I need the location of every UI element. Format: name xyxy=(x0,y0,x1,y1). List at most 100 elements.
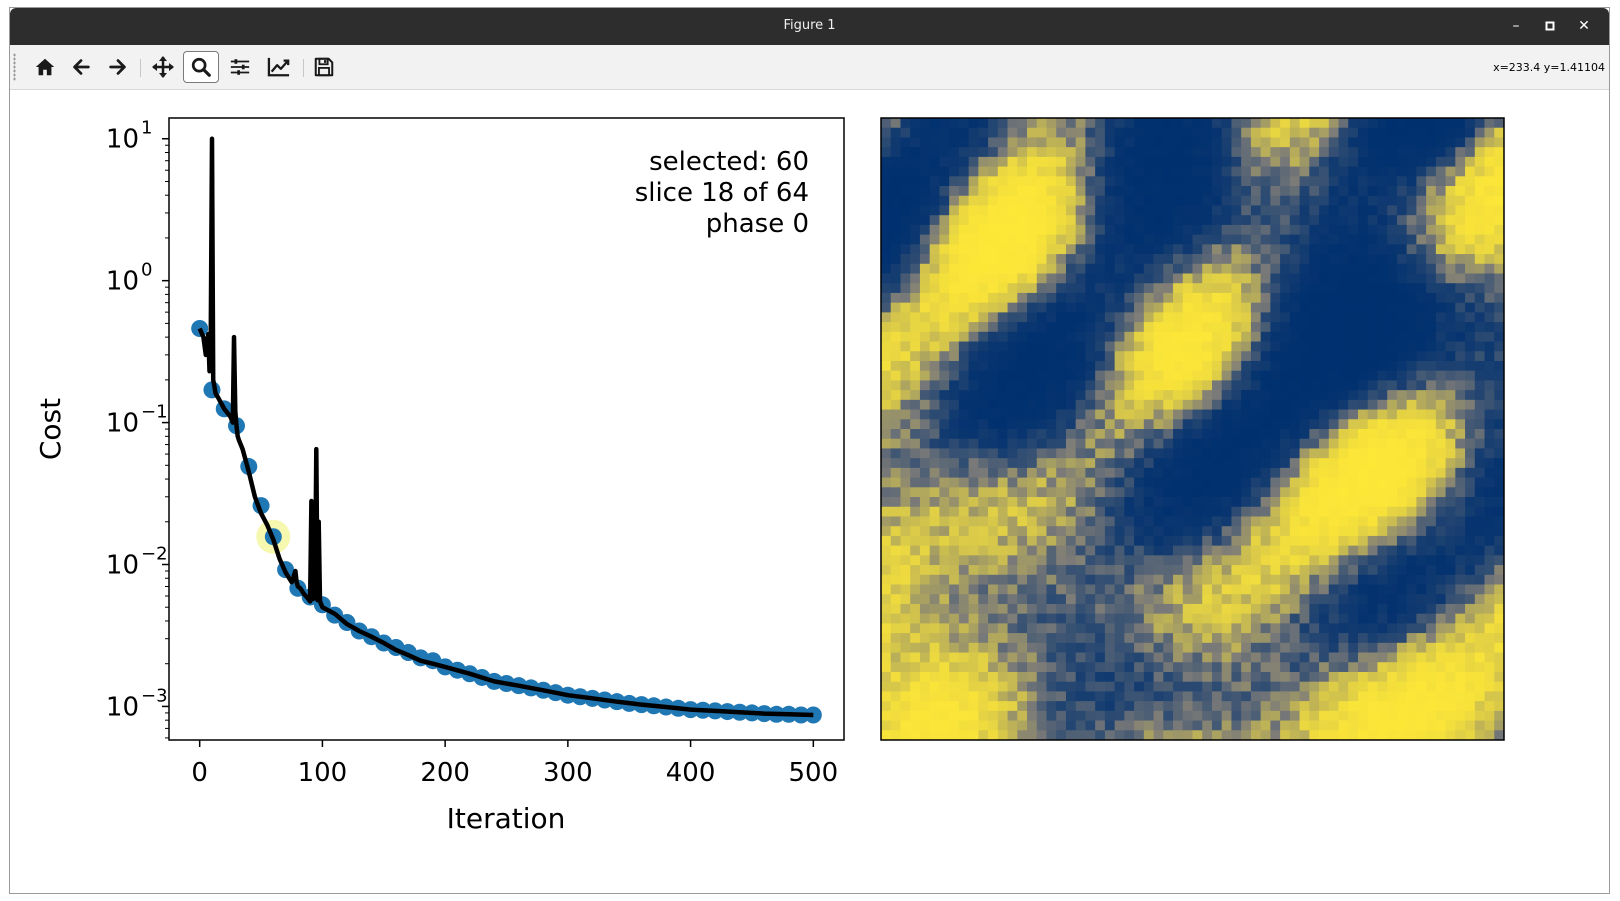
heatmap-cell xyxy=(1056,127,1067,138)
close-button[interactable]: ✕ xyxy=(1578,18,1590,34)
heatmap-cell xyxy=(1299,671,1310,683)
heatmap-cell xyxy=(881,176,892,187)
heatmap-cell xyxy=(1445,487,1456,498)
heatmap-cell xyxy=(1319,118,1330,129)
heatmap-cell xyxy=(1377,166,1388,177)
heatmap-cell xyxy=(919,419,931,430)
heatmap-cell xyxy=(1465,254,1476,265)
heatmap-cell xyxy=(910,438,921,449)
heatmap-cell xyxy=(1221,574,1232,585)
slice-image[interactable] xyxy=(880,117,1505,741)
heatmap-cell xyxy=(890,730,901,741)
heatmap-cell xyxy=(1396,195,1408,206)
heatmap-cell xyxy=(1017,399,1028,410)
heatmap-cell xyxy=(1153,720,1164,731)
zoom-button[interactable] xyxy=(183,51,219,83)
heatmap-cell xyxy=(1270,302,1281,313)
heatmap-cell xyxy=(1319,215,1330,226)
heatmap-cell xyxy=(929,429,940,440)
heatmap-cell xyxy=(1416,156,1427,167)
heatmap-cell xyxy=(1241,720,1252,731)
heatmap-cell xyxy=(929,419,940,430)
heatmap-cell xyxy=(1095,351,1106,362)
heatmap-cell xyxy=(997,652,1008,663)
heatmap-cell xyxy=(1192,574,1203,585)
heatmap-cell xyxy=(997,681,1008,692)
heatmap-cell xyxy=(1017,526,1028,537)
heatmap-cell xyxy=(1494,263,1505,274)
heatmap-cell xyxy=(1250,710,1262,721)
edit-axis-button[interactable] xyxy=(261,51,297,83)
toolbar-grip[interactable] xyxy=(13,53,16,81)
heatmap-cell xyxy=(1484,419,1495,430)
heatmap-cell xyxy=(1221,613,1232,624)
heatmap-cell xyxy=(1377,565,1388,576)
heatmap-cell xyxy=(1377,254,1388,265)
heatmap-cell xyxy=(910,652,921,663)
maximize-button[interactable] xyxy=(1533,14,1567,38)
home-button[interactable] xyxy=(27,51,63,83)
heatmap-cell xyxy=(1027,322,1038,333)
heatmap-cell xyxy=(978,166,989,177)
heatmap-cell xyxy=(1484,584,1495,595)
heatmap-cell xyxy=(1192,594,1203,605)
heatmap-cell xyxy=(1075,429,1086,440)
save-button[interactable] xyxy=(306,51,342,83)
heatmap-cell xyxy=(1056,565,1067,576)
heatmap-cell xyxy=(910,254,921,265)
heatmap-cell xyxy=(1416,594,1427,605)
heatmap-cell xyxy=(949,166,960,177)
heatmap-cell xyxy=(1027,448,1038,459)
heatmap-cell xyxy=(1056,166,1067,177)
heatmap-cell xyxy=(910,322,921,333)
heatmap-cell xyxy=(1260,224,1271,236)
heatmap-cell xyxy=(1221,701,1232,712)
heatmap-cell xyxy=(1095,720,1106,731)
heatmap-cell xyxy=(919,166,931,177)
pan-button[interactable] xyxy=(145,51,181,83)
heatmap-cell xyxy=(978,720,989,731)
heatmap-cell xyxy=(1211,458,1223,469)
heatmap-cell xyxy=(1036,497,1047,508)
heatmap-cell xyxy=(1095,594,1106,605)
forward-button[interactable] xyxy=(100,51,136,83)
heatmap-cell xyxy=(1192,526,1203,537)
minimize-button[interactable]: – xyxy=(1512,18,1520,34)
heatmap-cell xyxy=(1241,360,1252,372)
heatmap-cell xyxy=(1270,516,1281,527)
heatmap-cell xyxy=(968,633,979,644)
heatmap-cell xyxy=(1056,613,1067,624)
heatmap-cell xyxy=(1465,156,1476,167)
heatmap-cell xyxy=(1163,419,1174,430)
heatmap-cell xyxy=(949,565,960,576)
heatmap-cell xyxy=(1173,458,1184,469)
heatmap-cell xyxy=(1027,497,1038,508)
heatmap-cell xyxy=(1065,137,1077,148)
heatmap-cell xyxy=(1387,195,1398,206)
heatmap-cell xyxy=(1396,390,1408,401)
cost-marker[interactable] xyxy=(804,706,822,724)
heatmap-cell xyxy=(1250,584,1262,595)
heatmap-cell xyxy=(1396,370,1408,381)
heatmap-cell xyxy=(1387,234,1398,245)
configure-subplots-button[interactable] xyxy=(222,51,258,83)
back-button[interactable] xyxy=(63,51,99,83)
heatmap-cell xyxy=(1309,555,1320,566)
heatmap-cell xyxy=(949,555,960,566)
heatmap-cell xyxy=(1474,419,1485,430)
heatmap-cell xyxy=(1007,477,1018,488)
heatmap-cell xyxy=(900,224,911,236)
heatmap-cell xyxy=(1299,448,1310,459)
heatmap-cell xyxy=(1202,331,1213,342)
heatmap-cell xyxy=(1396,283,1408,294)
heatmap-cell xyxy=(1280,224,1291,236)
heatmap-cell xyxy=(1319,254,1330,265)
heatmap-cell xyxy=(1036,545,1047,556)
heatmap-cell xyxy=(1075,302,1086,313)
heatmap-cell xyxy=(910,623,921,634)
heatmap-cell xyxy=(1027,224,1038,236)
heatmap-cell xyxy=(1396,613,1408,624)
heatmap-cell xyxy=(1377,633,1388,644)
